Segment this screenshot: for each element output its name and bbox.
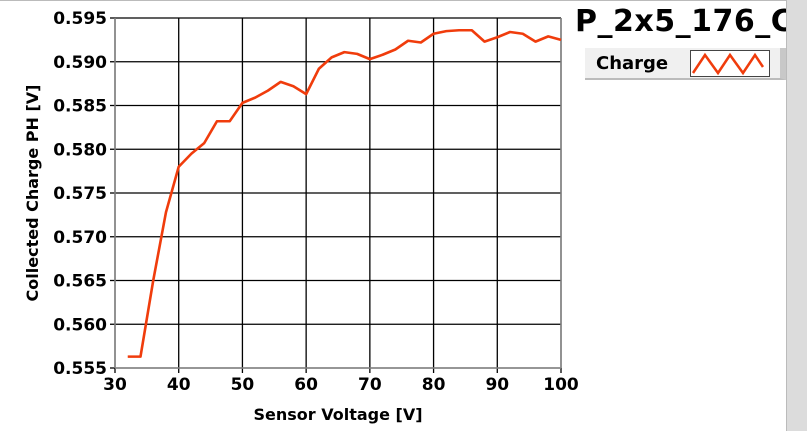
x-tick-label: 90 xyxy=(485,375,509,395)
legend-swatch-charge[interactable] xyxy=(690,50,770,77)
series-charge xyxy=(127,28,562,358)
y-tick-label: 0.575 xyxy=(53,184,107,204)
y-axis-label: Collected Charge PH [V] xyxy=(23,85,42,302)
chart-title: P_2x5_176_C xyxy=(575,4,794,39)
grid xyxy=(110,17,562,373)
x-tick-label: 30 xyxy=(103,375,127,395)
y-tick-label: 0.590 xyxy=(53,53,107,73)
y-tick-label: 0.580 xyxy=(53,140,107,160)
x-tick-label: 60 xyxy=(294,375,318,395)
x-tick-label: 70 xyxy=(358,375,382,395)
y-tick-label: 0.560 xyxy=(53,315,107,335)
x-tick-label: 80 xyxy=(422,375,446,395)
window-top-border xyxy=(0,0,807,1)
legend[interactable]: Charge xyxy=(585,48,786,80)
tick-labels: 30 40 50 60 70 80 90 100 0.555 0.560 0.565 0.570 0.5… xyxy=(53,9,579,395)
y-tick-label: 0.595 xyxy=(53,9,107,29)
y-tick-label: 0.585 xyxy=(53,97,107,117)
x-tick-label: 40 xyxy=(167,375,191,395)
x-tick-label: 50 xyxy=(231,375,255,395)
scrollbar[interactable] xyxy=(786,0,807,431)
y-tick-label: 0.565 xyxy=(53,272,107,292)
legend-line-icon xyxy=(691,52,765,76)
y-tick-label: 0.570 xyxy=(53,228,107,248)
x-axis-label: Sensor Voltage [V] xyxy=(253,405,422,424)
x-tick-label: 100 xyxy=(543,375,579,395)
legend-label-charge: Charge xyxy=(596,53,669,74)
y-tick-label: 0.555 xyxy=(53,359,107,379)
